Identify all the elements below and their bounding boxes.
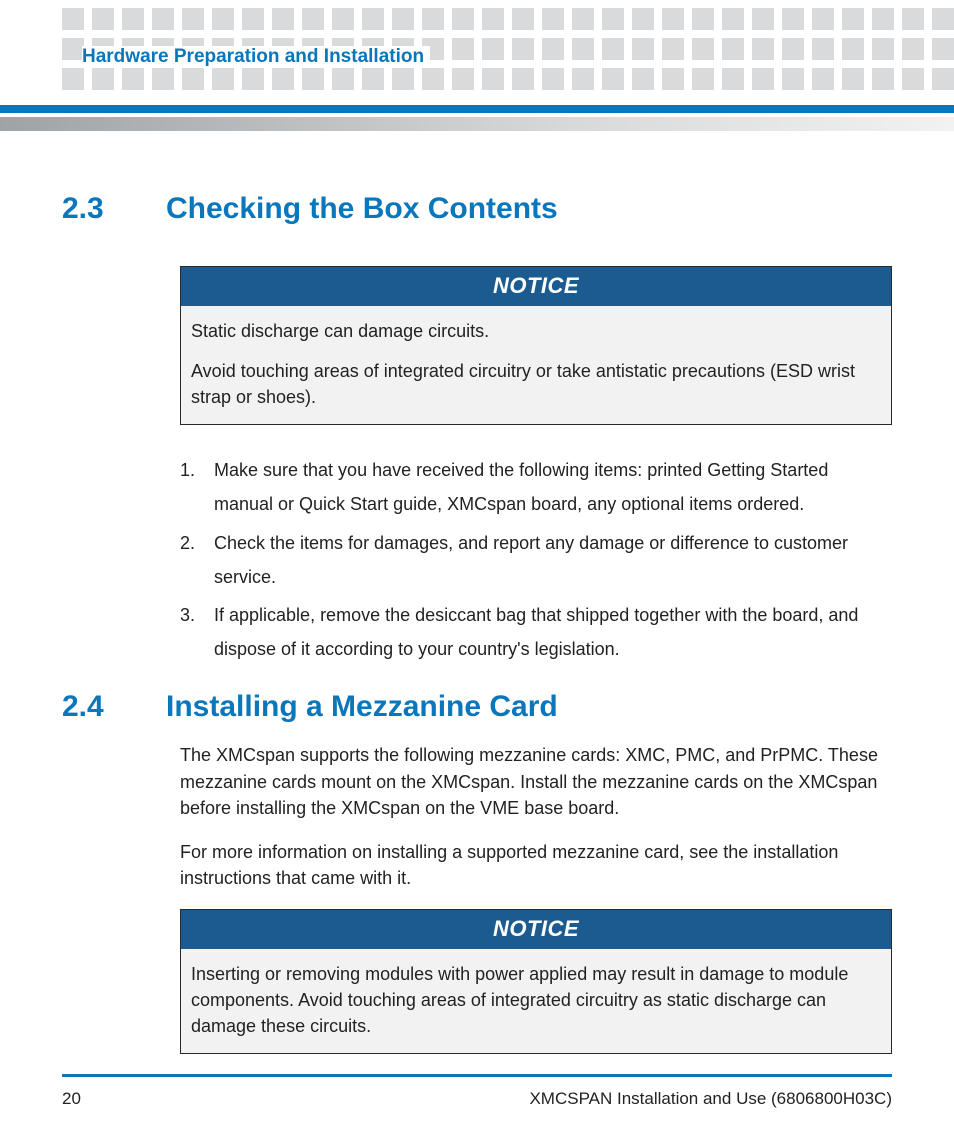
section-number: 2.4 (62, 690, 124, 724)
page-footer: 20 XMCSPAN Installation and Use (6806800… (62, 1074, 892, 1109)
footer-rule (62, 1074, 892, 1077)
step-item: Check the items for damages, and report … (180, 526, 892, 594)
page-number: 20 (62, 1089, 81, 1109)
chapter-title: Hardware Preparation and Installation (82, 46, 430, 68)
page: Hardware Preparation and Installation 2.… (0, 0, 954, 1145)
section-number: 2.3 (62, 192, 124, 226)
step-item: If applicable, remove the desiccant bag … (180, 598, 892, 666)
body-paragraph: For more information on installing a sup… (180, 839, 892, 891)
notice-box: NOTICE Inserting or removing modules wit… (180, 909, 892, 1054)
doc-title: XMCSPAN Installation and Use (6806800H03… (529, 1089, 892, 1109)
header-rules (0, 105, 954, 131)
notice-body: Static discharge can damage circuits. Av… (181, 306, 891, 424)
notice-label: NOTICE (181, 267, 891, 306)
notice-text: Inserting or removing modules with power… (191, 961, 881, 1039)
notice-text: Static discharge can damage circuits. (191, 318, 881, 344)
section-title: Checking the Box Contents (166, 192, 558, 226)
steps-list: Make sure that you have received the fol… (180, 453, 892, 666)
notice-text: Avoid touching areas of integrated circu… (191, 358, 881, 410)
notice-box: NOTICE Static discharge can damage circu… (180, 266, 892, 425)
body-paragraph: The XMCspan supports the following mezza… (180, 742, 892, 820)
notice-label: NOTICE (181, 910, 891, 949)
content-area: 2.3 Checking the Box Contents NOTICE Sta… (62, 170, 892, 1082)
section-title: Installing a Mezzanine Card (166, 690, 558, 724)
section-heading-2-3: 2.3 Checking the Box Contents (62, 192, 892, 226)
section-heading-2-4: 2.4 Installing a Mezzanine Card (62, 690, 892, 724)
notice-body: Inserting or removing modules with power… (181, 949, 891, 1053)
step-item: Make sure that you have received the fol… (180, 453, 892, 521)
